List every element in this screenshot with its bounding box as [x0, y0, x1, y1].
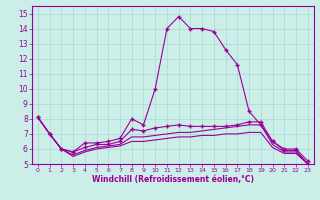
X-axis label: Windchill (Refroidissement éolien,°C): Windchill (Refroidissement éolien,°C) — [92, 175, 254, 184]
